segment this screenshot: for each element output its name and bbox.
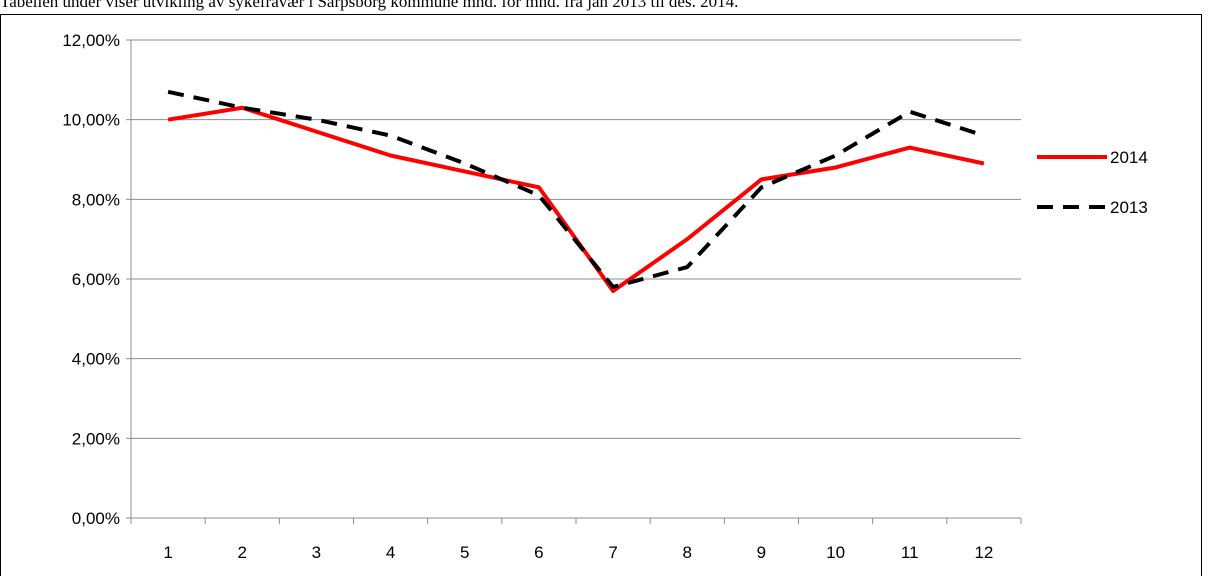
x-tick-label: 2	[238, 543, 247, 562]
y-tick-label: 6,00%	[72, 270, 120, 289]
series-lines	[167, 89, 985, 293]
x-tick-label: 4	[386, 543, 395, 562]
y-tick-labels: 0,00% 2,00% 4,00% 6,00% 8,00% 10,00% 12,00%	[62, 31, 120, 528]
legend-label-2013: 2013	[1110, 198, 1148, 217]
x-tick-label: 12	[974, 543, 993, 562]
y-tick-label: 0,00%	[72, 509, 120, 528]
series-line-2013	[167, 89, 985, 289]
chart-frame	[0, 14, 1202, 576]
y-tick-label: 8,00%	[72, 190, 120, 209]
x-tick-label: 7	[608, 543, 617, 562]
x-tick-label: 3	[312, 543, 321, 562]
legend-label-2014: 2014	[1110, 148, 1148, 167]
axes	[126, 39, 1022, 524]
x-tick-label: 10	[826, 543, 845, 562]
x-tick-labels: 1 2 3 4 5 6 7 8 9 10 11 12	[163, 543, 993, 562]
x-tick-label: 5	[460, 543, 469, 562]
chart-caption: Tabellen under viser utvikling av sykefr…	[0, 0, 739, 11]
legend: 2014 2013	[1037, 148, 1148, 217]
x-tick-label: 1	[163, 543, 172, 562]
x-tick-label: 8	[683, 543, 692, 562]
y-tick-label: 10,00%	[62, 111, 120, 130]
y-tick-label: 4,00%	[72, 350, 120, 369]
x-tick-label: 11	[901, 543, 919, 562]
y-tick-label: 12,00%	[62, 31, 120, 50]
x-tick-label: 9	[757, 543, 766, 562]
x-tick-label: 6	[534, 543, 543, 562]
y-tick-label: 2,00%	[72, 429, 120, 448]
